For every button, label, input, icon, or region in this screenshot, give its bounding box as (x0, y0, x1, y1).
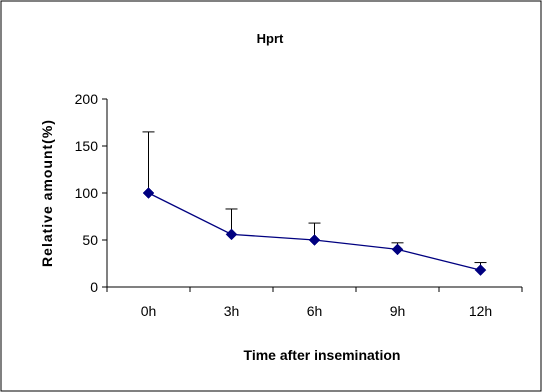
data-point (225, 228, 238, 241)
y-tick-label: 100 (75, 185, 99, 201)
x-axis-label: Time after insemination (244, 347, 401, 363)
data-point (474, 264, 487, 276)
x-tick-label: 0h (141, 303, 157, 319)
y-axis-ticks: 0 50 100 150 200 (75, 91, 107, 295)
y-tick-label: 150 (75, 138, 99, 154)
y-tick-label: 0 (90, 279, 98, 295)
data-point (142, 187, 155, 199)
x-tick-label: 12h (469, 303, 492, 319)
y-axis-label: Relative amount(%) (39, 119, 55, 267)
data-point (391, 243, 404, 256)
data-point (308, 234, 321, 246)
chart-title: Hprt (257, 31, 284, 46)
x-tick-label: 6h (307, 303, 323, 319)
y-tick-label: 200 (75, 91, 99, 107)
x-tick-label: 9h (390, 303, 406, 319)
x-axis-ticks: 0h 3h 6h 9h 12h (106, 287, 523, 319)
x-tick-label: 3h (224, 303, 240, 319)
series-hprt (142, 187, 487, 276)
y-tick-label: 50 (82, 232, 98, 248)
